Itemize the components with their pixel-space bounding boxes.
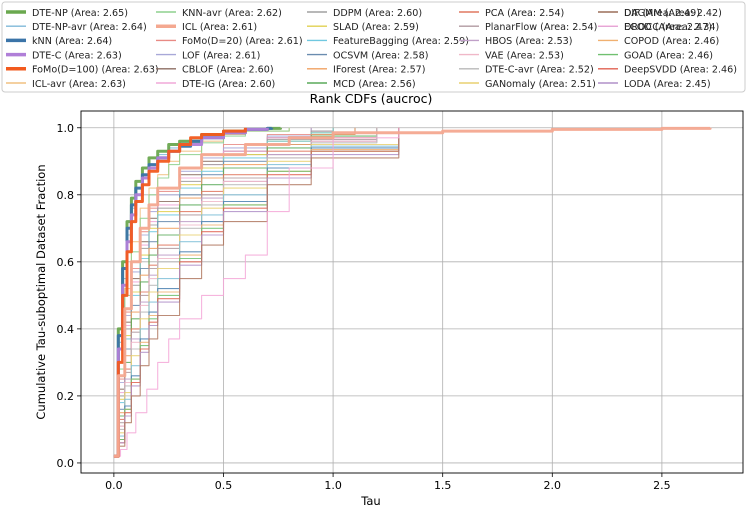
x-tick-label: 2.5 [653,479,671,492]
legend-label-12: DDPM (Area: 2.60) [333,8,422,19]
x-tick-label: 0.5 [215,479,233,492]
legend-label-7: ICL (Area: 2.61) [182,22,257,33]
legend-label-18: PCA (Area: 2.54) [485,8,564,19]
legend-label-5: ICL-avr (Area: 2.63) [32,79,126,90]
y-tick-label: 0.2 [57,390,75,403]
series-line-28 [113,127,400,457]
legend-label-16: IForest (Area: 2.57) [333,65,426,76]
series-line-29 [113,127,400,457]
legend-label-9: LOF (Area: 2.61) [182,50,260,61]
y-tick-label: 0.0 [57,457,75,470]
legend-label-17: MCD (Area: 2.56) [333,79,416,90]
legend-label-29: LODA (Area: 2.45) [624,79,711,90]
series-line-30 [113,127,400,457]
legend-label-1: DTE-NP-avr (Area: 2.64) [32,22,147,33]
legend-label-23: GANomaly (Area: 2.51) [485,79,596,90]
series-line-25 [113,127,400,457]
legend-label-30: DAGMM (Area: 2.42) [624,8,722,19]
y-axis-label: Cumulative Tau-suboptimal Dataset Fracti… [34,164,48,419]
x-tick-label: 1.0 [324,479,342,492]
legend-label-11: DTE-IG (Area: 2.60) [182,79,275,90]
x-tick-label: 1.5 [434,479,452,492]
legend-label-6: KNN-avr (Area: 2.62) [182,8,282,19]
axis-ticks: 0.0 0.5 1.0 1.5 2.0 2.5 0.0 0.2 0.4 0.6 0.8 1.0 [57,122,671,492]
legend-label-27: GOAD (Area: 2.46) [624,50,713,61]
legend-label-21: VAE (Area: 2.53) [485,50,564,61]
y-tick-label: 0.6 [57,256,75,269]
legend-label-14: FeatureBagging (Area: 2.59) [333,36,469,47]
legend-label-15: OCSVM (Area: 2.58) [333,50,428,61]
series-line-23 [113,127,400,457]
legend-label-25: ECOD (Area: 2.47) [624,22,712,33]
plot-area-frame [80,110,744,474]
legend-label-2: kNN (Area: 2.64) [32,36,112,47]
legend-label-0: DTE-NP (Area: 2.65) [32,8,128,19]
series-line-22 [113,127,378,457]
legend-frame [1,1,746,93]
x-axis-label: Tau [360,494,380,508]
gridlines [81,111,743,473]
legend-label-20: HBOS (Area: 2.53) [485,36,573,47]
series-line-20 [113,127,378,457]
legend-label-24: DIF (Area: 2.49) [624,8,700,19]
legend-label-4: FoMo(D=100) (Area: 2.63) [32,65,159,76]
legend-label-10: CBLOF (Area: 2.60) [182,65,274,76]
legend-label-3: DTE-C (Area: 2.63) [32,50,122,61]
series-line-24 [113,127,400,457]
legend-label-28: DeepSVDD (Area: 2.46) [624,65,737,76]
x-tick-label: 2.0 [544,479,562,492]
legend-label-19: PlanarFlow (Area: 2.54) [485,22,597,33]
x-tick-label: 0.0 [105,479,123,492]
series-line-27 [113,127,400,457]
legend-label-31: DROCC (Area: 2.34) [624,22,719,33]
series-line-4 [113,127,247,458]
y-tick-label: 0.4 [57,323,75,336]
legend-label-26: COPOD (Area: 2.46) [624,36,719,47]
chart-title: Rank CDFs (aucroc) [310,91,433,106]
series-group [113,126,712,458]
legend-label-22: DTE-C-avr (Area: 2.52) [485,65,594,76]
series-line-7 [113,126,712,458]
legend-label-8: FoMo(D=20) (Area: 2.61) [182,36,303,47]
legend: DTE-NP (Area: 2.65) DTE-NP-avr (Area: 2.6… [1,1,746,93]
legend-label-13: SLAD (Area: 2.59) [333,22,419,33]
series-line-31 [113,127,400,457]
y-tick-label: 1.0 [57,122,75,135]
y-tick-label: 0.8 [57,189,75,202]
